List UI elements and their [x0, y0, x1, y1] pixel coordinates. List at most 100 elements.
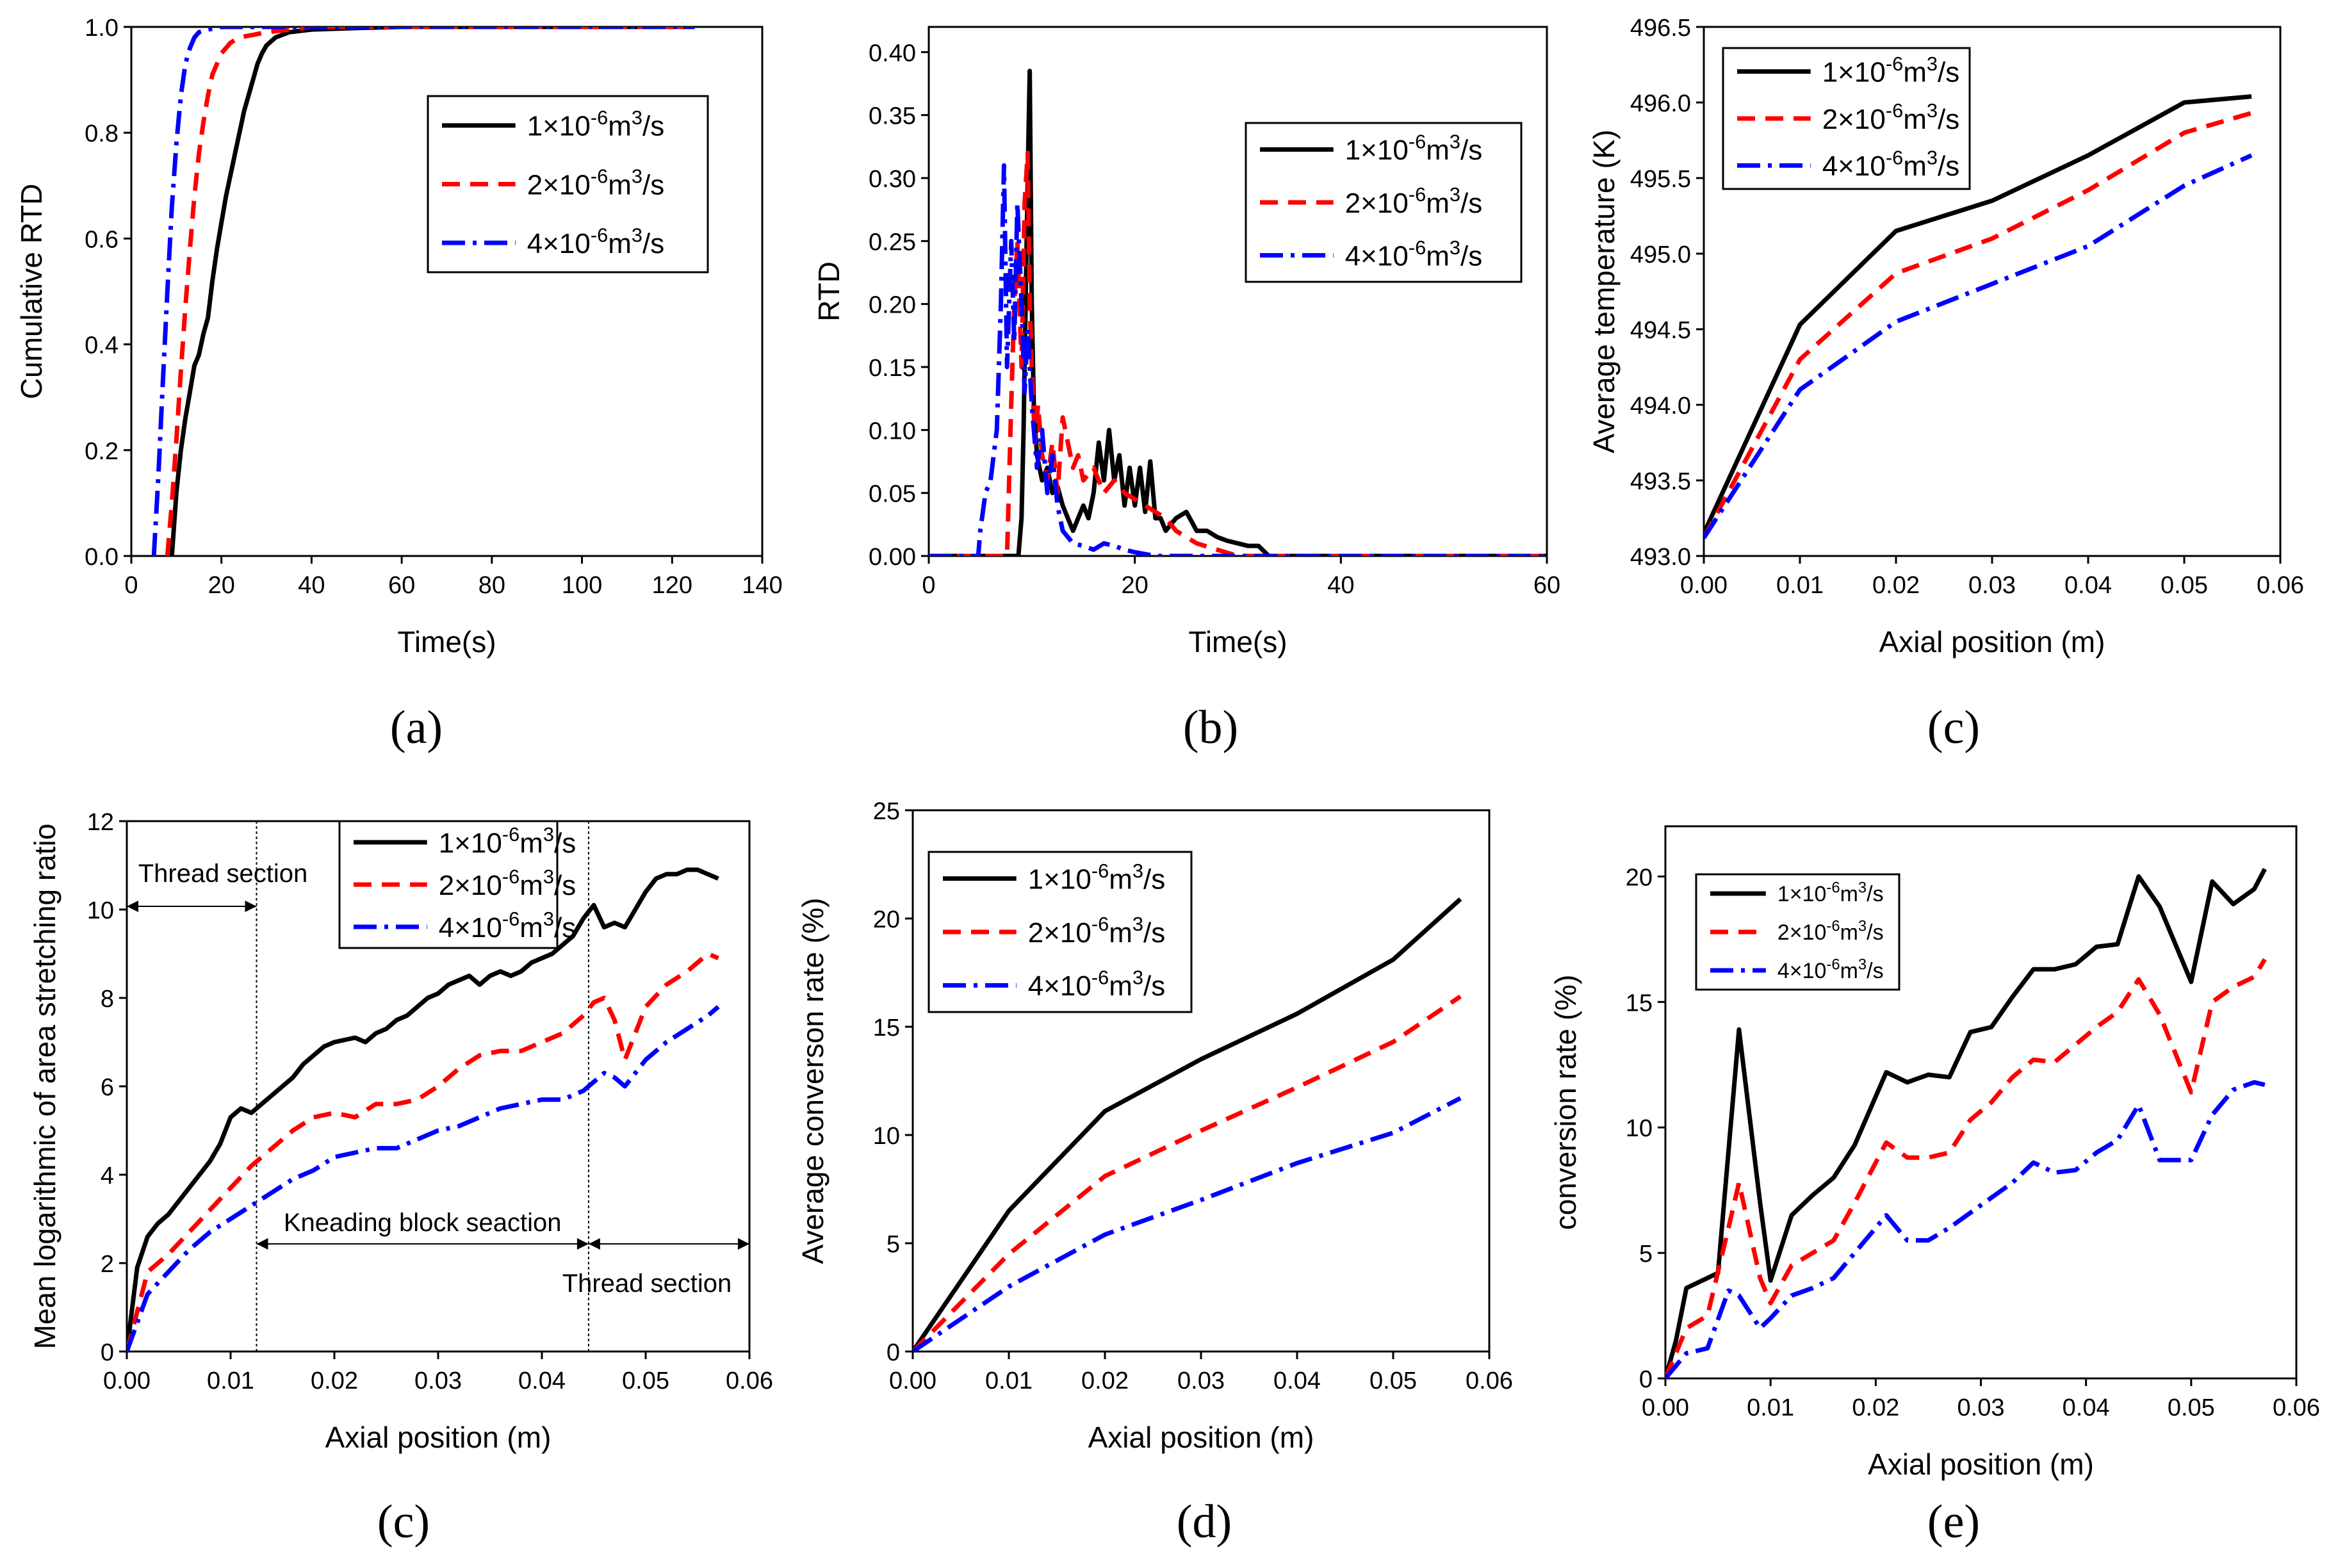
y-tick-label: 8	[101, 986, 114, 1013]
x-tick-label: 0.04	[2064, 572, 2112, 599]
y-tick-label: 0.4	[85, 332, 118, 359]
legend-text: ×10	[1838, 151, 1886, 182]
legend-entry-2: 2×10-6m3/s	[439, 865, 576, 901]
legend-superscript: -6	[1409, 183, 1426, 206]
legend-superscript: 3	[543, 823, 554, 845]
series-line-3	[913, 1096, 1462, 1352]
legend-entry-2: 2×10-6m3/s	[527, 165, 665, 201]
legend-text: 4	[1822, 151, 1838, 182]
legend-superscript: 3	[1858, 956, 1867, 974]
y-tick-label: 0	[101, 1339, 114, 1366]
y-tick-label: 493.0	[1630, 544, 1691, 571]
legend-text: /s	[554, 912, 576, 943]
legend-text: m	[608, 111, 632, 142]
legend-superscript: -6	[1886, 53, 1903, 75]
series-line-1	[1665, 867, 2267, 1378]
y-tick-label: 0.6	[85, 226, 118, 253]
legend-text: 4	[1028, 970, 1043, 1002]
legend-superscript: -6	[591, 165, 608, 188]
x-tick-label: 0.02	[1872, 572, 1920, 599]
y-axis-label: Mean logarithmic of area stretching rati…	[28, 824, 61, 1350]
x-tick-label: 60	[1533, 572, 1560, 599]
series-line-2	[929, 151, 1547, 556]
panel-label: (c)	[377, 1496, 430, 1548]
y-tick-label: 1.0	[85, 15, 118, 42]
y-tick-label: 495.5	[1630, 166, 1691, 193]
y-tick-label: 496.5	[1630, 15, 1691, 42]
series-group	[913, 897, 1462, 1352]
y-tick-label: 2	[101, 1251, 114, 1278]
legend-superscript: -6	[591, 106, 608, 129]
legend-superscript: 3	[543, 865, 554, 888]
x-tick-label: 120	[652, 572, 692, 599]
legend-text: 2	[1822, 104, 1838, 135]
series-line-1	[913, 897, 1462, 1352]
legend-superscript: 3	[632, 224, 642, 246]
x-tick-label: 0.05	[1369, 1368, 1417, 1394]
legend-superscript: -6	[1409, 131, 1426, 153]
thread-arrow-2-head-left	[588, 1238, 600, 1250]
y-tick-label: 15	[873, 1015, 900, 1041]
legend-text: m	[1903, 151, 1927, 182]
legend-superscript: 3	[1450, 236, 1460, 259]
x-tick-label: 0.03	[1177, 1368, 1225, 1394]
y-tick-label: 0.05	[869, 481, 916, 508]
legend-text: /s	[1460, 188, 1482, 219]
x-tick-label: 0.03	[1957, 1394, 2005, 1421]
chart-panel-a: 0 20 40 60 80 100 120 140 0.0 0.2 0.4 0.6 0.8 1.0 Time…	[15, 15, 783, 754]
legend-text: m	[1109, 917, 1132, 949]
y-tick-label: 493.5	[1630, 468, 1691, 495]
legend-entry-1: 1×10-6m3/s	[1345, 131, 1483, 167]
legend-text: 1	[1822, 57, 1838, 88]
legend-text: /s	[1867, 920, 1883, 945]
legend-text: ×10	[454, 912, 502, 943]
legend-entry-3: 4×10-6m3/s	[1345, 236, 1483, 272]
panel-label: (d)	[1177, 1496, 1232, 1548]
legend-text: /s	[1143, 917, 1165, 949]
legend-text: 2	[1345, 188, 1361, 219]
legend-text: ×10	[1790, 920, 1827, 945]
legend-text: /s	[642, 111, 664, 142]
kneading-arrow-head-left	[256, 1238, 268, 1250]
legend: 1×10-6m3/s2×10-6m3/s4×10-6m3/s	[1722, 47, 1971, 190]
y-tick-label: 0.15	[869, 355, 916, 382]
panel-label: (a)	[390, 701, 443, 754]
thread-arrow-1-head-right	[245, 901, 257, 912]
legend-entry-1: 1×10-6m3/s	[1028, 860, 1166, 895]
series-group	[1665, 867, 2267, 1378]
chart-panel-c2: 0.00 0.01 0.02 0.03 0.04 0.05 0.06024681012Axi…	[28, 809, 773, 1548]
legend-superscript: 3	[1858, 879, 1867, 897]
legend-text: ×10	[1838, 57, 1886, 88]
legend-superscript: -6	[502, 908, 519, 930]
y-tick-label: 6	[101, 1074, 114, 1101]
legend-text: 4	[1345, 241, 1361, 272]
legend-text: /s	[1143, 864, 1165, 895]
x-tick-label: 0.05	[2168, 1394, 2215, 1421]
x-tick-label: 80	[478, 572, 505, 599]
x-tick-label: 0.06	[726, 1368, 773, 1394]
legend-text: m	[1109, 970, 1132, 1002]
legend-text: ×10	[1361, 135, 1409, 166]
legend-entry-1: 1×10-6m3/s	[439, 823, 576, 859]
x-tick-label: 0.06	[1466, 1368, 1513, 1394]
x-tick-label: 0.02	[1852, 1394, 1899, 1421]
panel-label: (e)	[1927, 1496, 1980, 1548]
legend-entry-1: 1×10-6m3/s	[527, 106, 665, 142]
legend-text: /s	[642, 169, 664, 200]
legend: 1×10-6m3/s2×10-6m3/s4×10-6m3/s	[1695, 873, 1900, 991]
series-line-1	[1704, 94, 2252, 535]
legend-text: 1	[527, 111, 543, 142]
legend-text: /s	[1938, 57, 1959, 88]
y-axis-label: RTD	[812, 261, 846, 322]
legend-text: ×10	[1043, 970, 1091, 1002]
series-line-1	[127, 867, 719, 1352]
legend-superscript: -6	[1826, 918, 1840, 935]
legend-entry-2: 2×10-6m3/s	[1028, 913, 1166, 949]
x-axis-label: Axial position (m)	[1088, 1421, 1314, 1454]
chart-panel-b: 0 20 40 60 0.00 0.05 0.10 0.15 0.20 0.25 0.30 0.35 0…	[812, 26, 1560, 754]
legend-superscript: -6	[1886, 147, 1903, 169]
legend-text: ×10	[1043, 917, 1091, 949]
legend-entry-2: 2×10-6m3/s	[1777, 918, 1884, 945]
legend-superscript: 3	[1132, 913, 1143, 935]
